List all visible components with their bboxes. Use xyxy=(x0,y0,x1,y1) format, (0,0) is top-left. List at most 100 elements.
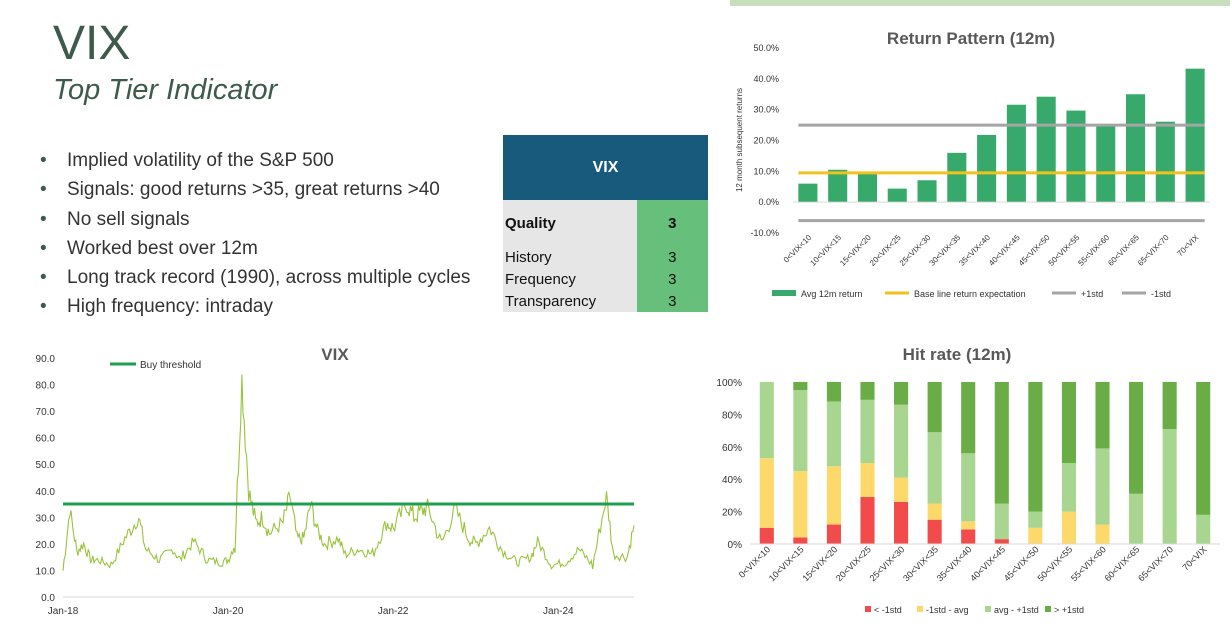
y-tick-label: 80.0 xyxy=(36,381,56,392)
hit-rate-segment xyxy=(927,503,942,520)
hit-rate-segment xyxy=(826,466,841,525)
return-bar xyxy=(887,188,907,203)
bullet-dot-icon: • xyxy=(40,267,47,289)
y-tick-label: 60% xyxy=(722,443,742,454)
legend-swatch xyxy=(772,290,796,296)
hit-rate-segment xyxy=(860,497,875,544)
y-tick-label: 0.0 xyxy=(41,593,55,604)
hit-rate-segment xyxy=(793,471,808,538)
x-tick-label: 25<VIX<30 xyxy=(868,544,907,583)
x-tick-label: 40<VIX<45 xyxy=(968,544,1007,583)
x-tick-label: 70<VIX xyxy=(1175,233,1201,259)
hit-rate-segment xyxy=(1061,511,1076,544)
x-tick-label: 15<VIX<20 xyxy=(800,544,839,583)
scorecard-label: Frequency xyxy=(503,268,637,290)
scorecard-value: 3 xyxy=(636,200,708,246)
hit-rate-segment xyxy=(1196,514,1211,544)
scorecard-row: Frequency 3 xyxy=(503,268,708,290)
bullet-item: • Worked best over 12m xyxy=(40,234,470,263)
y-tick-label: -10.0% xyxy=(750,228,779,238)
top-accent-bar xyxy=(730,0,1230,6)
x-tick-label: 65<VIX<70 xyxy=(1136,233,1171,268)
scorecard-label: Transparency xyxy=(503,290,637,312)
scorecard-table: VIX Quality 3 History 3 Frequency 3 Tran… xyxy=(503,135,708,312)
hit-rate-segment xyxy=(894,501,909,544)
hit-rate-segment xyxy=(994,539,1009,544)
legend-label: Base line return expectation xyxy=(914,289,1026,299)
return-bar xyxy=(828,169,848,203)
hit-rate-segment xyxy=(1129,382,1144,494)
hit-rate-segment xyxy=(961,521,976,530)
return-bar xyxy=(1126,94,1146,203)
hit-rate-segment xyxy=(1028,527,1043,544)
bullet-list: • Implied volatility of the S&P 500 • Sign… xyxy=(40,146,470,322)
hit-rate-segment xyxy=(961,453,976,522)
x-tick-label: 65<VIX<70 xyxy=(1136,544,1175,583)
x-tick-label: 10<VIX<15 xyxy=(767,544,806,583)
hit-rate-segment xyxy=(1095,382,1110,449)
return-bar xyxy=(1006,104,1026,203)
bullet-dot-icon: • xyxy=(40,179,47,201)
y-tick-label: 10.0 xyxy=(36,566,56,577)
legend-swatch xyxy=(917,606,923,612)
scorecard-label: Quality xyxy=(503,200,637,246)
hit-rate-segment xyxy=(927,519,942,544)
bullet-item: • Long track record (1990), across multip… xyxy=(40,263,470,292)
x-tick-label: Jan-24 xyxy=(543,606,574,617)
hit-rate-segment xyxy=(860,399,875,463)
chart-title: Hit rate (12m) xyxy=(903,345,1012,364)
x-tick-label: 55<VIX<60 xyxy=(1069,544,1108,583)
hit-rate-segment xyxy=(1028,382,1043,512)
chart-title: Return Pattern (12m) xyxy=(887,29,1055,48)
y-tick-label: 20% xyxy=(722,508,742,519)
y-tick-label: 70.0 xyxy=(36,407,56,418)
return-bar xyxy=(947,152,967,203)
return-bar xyxy=(917,180,937,203)
y-tick-label: 80% xyxy=(722,410,742,421)
hit-rate-segment xyxy=(759,382,774,459)
legend-label: Buy threshold xyxy=(140,360,201,371)
x-tick-label: Jan-20 xyxy=(213,606,244,617)
x-tick-label: 35<VIX<40 xyxy=(935,544,974,583)
hit-rate-segment xyxy=(759,527,774,544)
hit-rate-segment xyxy=(860,463,875,498)
legend-label: > +1std xyxy=(1054,605,1084,615)
return-bar xyxy=(1155,121,1175,203)
return-bar xyxy=(798,183,818,203)
y-tick-label: 50.0 xyxy=(36,460,56,471)
return-bar xyxy=(1066,110,1086,203)
bullet-item: • Signals: good returns >35, great return… xyxy=(40,175,470,204)
y-tick-label: 20.0 xyxy=(36,540,56,551)
scorecard-value: 3 xyxy=(636,246,708,268)
hit-rate-segment xyxy=(826,382,841,402)
y-tick-label: 100% xyxy=(716,378,742,389)
scorecard-value: 3 xyxy=(636,268,708,290)
hit-rate-segment xyxy=(1162,382,1177,429)
scorecard-row: History 3 xyxy=(503,246,708,268)
y-tick-label: 40.0% xyxy=(753,74,779,84)
return-bar xyxy=(1096,125,1116,203)
x-tick-label: 45<VIX<50 xyxy=(1002,544,1041,583)
hit-rate-segment xyxy=(961,529,976,544)
x-tick-label: 20<VIX<25 xyxy=(834,544,873,583)
bullet-item: • Implied volatility of the S&P 500 xyxy=(40,146,470,175)
legend-label: avg - +1std xyxy=(994,605,1039,615)
hit-rate-segment xyxy=(927,382,942,433)
hit-rate-segment xyxy=(1129,493,1144,544)
return-bar xyxy=(1036,96,1056,203)
y-tick-label: 0.0% xyxy=(758,197,779,207)
bullet-item: • High frequency: intraday xyxy=(40,292,470,321)
y-tick-label: 40.0 xyxy=(36,487,56,498)
bullet-dot-icon: • xyxy=(40,150,47,171)
legend-label: +1std xyxy=(1081,289,1103,299)
hit-rate-segment xyxy=(826,524,841,544)
x-tick-label: 30<VIX<35 xyxy=(901,544,940,583)
x-tick-label: 60<VIX<65 xyxy=(1103,544,1142,583)
y-tick-label: 20.0% xyxy=(753,136,779,146)
x-tick-label: 70<VIX xyxy=(1180,544,1208,572)
y-tick-label: 50.0% xyxy=(753,43,779,53)
scorecard-label: History xyxy=(503,246,637,268)
hit-rate-segment xyxy=(860,382,875,400)
legend-label: -1std - avg xyxy=(926,605,969,615)
legend-swatch xyxy=(985,606,991,612)
